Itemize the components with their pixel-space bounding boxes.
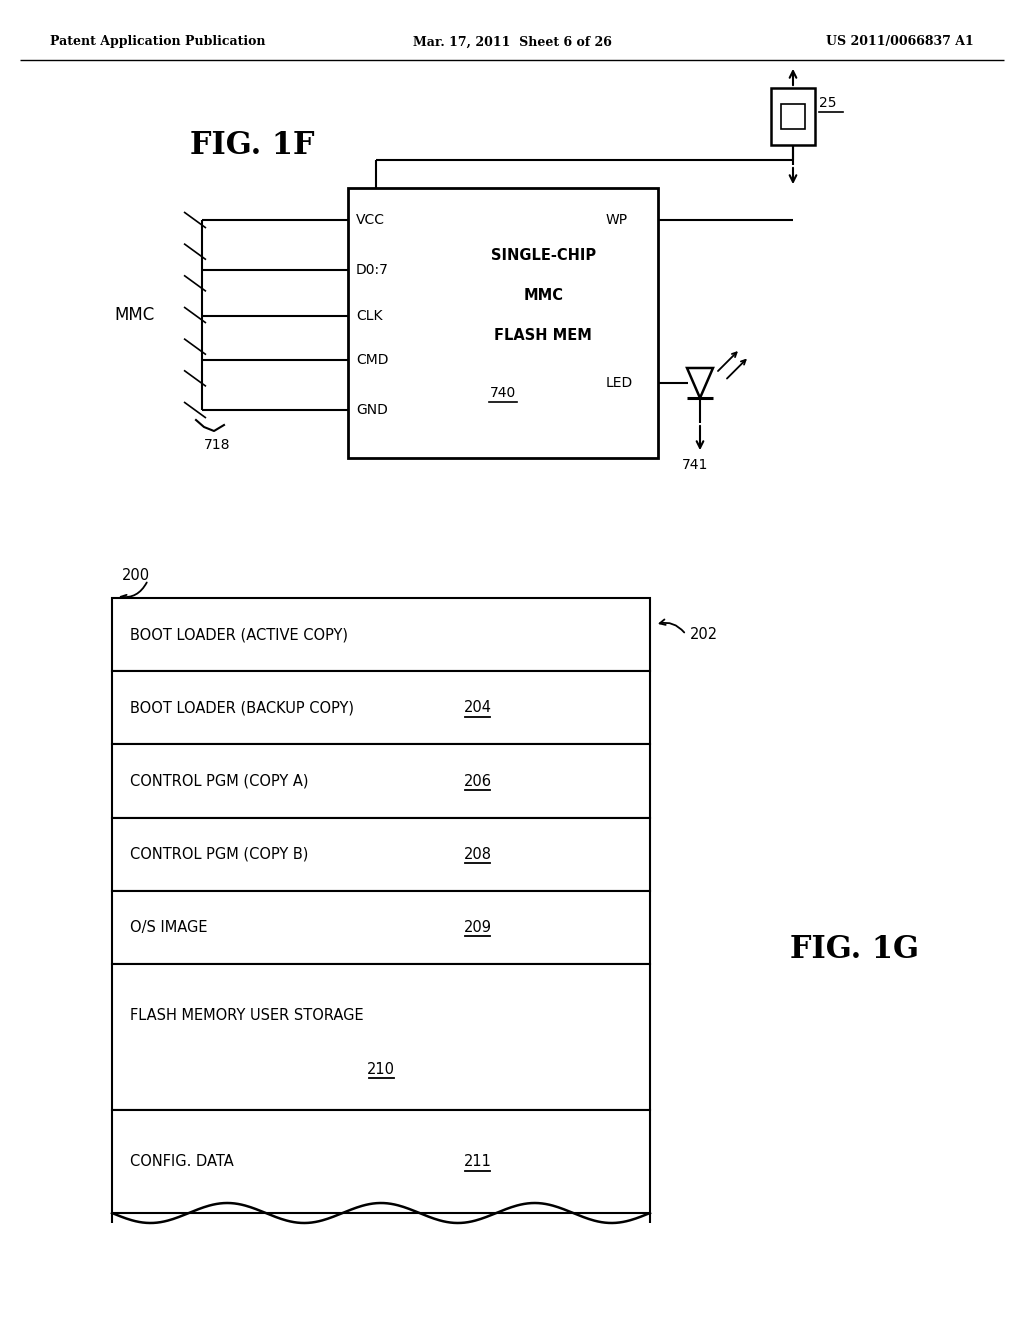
Text: 210: 210 bbox=[367, 1063, 395, 1077]
Text: FIG. 1F: FIG. 1F bbox=[190, 129, 314, 161]
Bar bbox=[112, 598, 650, 671]
Text: FLASH MEMORY USER STORAGE: FLASH MEMORY USER STORAGE bbox=[130, 1008, 364, 1023]
Text: 741: 741 bbox=[682, 458, 709, 473]
Text: VCC: VCC bbox=[356, 213, 385, 227]
Text: 200: 200 bbox=[122, 568, 151, 583]
Text: 208: 208 bbox=[464, 846, 492, 862]
Text: FIG. 1G: FIG. 1G bbox=[790, 935, 919, 965]
Bar bbox=[348, 187, 658, 458]
Text: US 2011/0066837 A1: US 2011/0066837 A1 bbox=[826, 36, 974, 49]
Text: CONTROL PGM (COPY B): CONTROL PGM (COPY B) bbox=[130, 846, 308, 862]
Bar bbox=[112, 817, 650, 891]
Text: D0:7: D0:7 bbox=[356, 263, 389, 277]
Bar bbox=[771, 88, 815, 145]
Text: O/S IMAGE: O/S IMAGE bbox=[130, 920, 208, 935]
Text: 209: 209 bbox=[464, 920, 492, 935]
Text: Patent Application Publication: Patent Application Publication bbox=[50, 36, 265, 49]
Bar bbox=[781, 104, 805, 129]
Text: FLASH MEM: FLASH MEM bbox=[495, 329, 592, 343]
Text: 718: 718 bbox=[204, 438, 230, 451]
Text: Mar. 17, 2011  Sheet 6 of 26: Mar. 17, 2011 Sheet 6 of 26 bbox=[413, 36, 611, 49]
Text: SINGLE-CHIP: SINGLE-CHIP bbox=[490, 248, 596, 264]
Text: 202: 202 bbox=[690, 627, 718, 642]
Text: CLK: CLK bbox=[356, 309, 383, 323]
Text: CONTROL PGM (COPY A): CONTROL PGM (COPY A) bbox=[130, 774, 308, 788]
Text: CMD: CMD bbox=[356, 352, 388, 367]
Text: 25: 25 bbox=[819, 96, 837, 110]
Bar bbox=[112, 671, 650, 744]
Text: 204: 204 bbox=[464, 701, 492, 715]
Text: LED: LED bbox=[606, 376, 633, 389]
Text: MMC: MMC bbox=[523, 289, 563, 304]
Text: 206: 206 bbox=[464, 774, 492, 788]
Text: GND: GND bbox=[356, 403, 388, 417]
Text: 740: 740 bbox=[489, 385, 516, 400]
Text: MMC: MMC bbox=[114, 306, 155, 323]
Text: WP: WP bbox=[606, 213, 628, 227]
Text: CONFIG. DATA: CONFIG. DATA bbox=[130, 1154, 233, 1170]
Text: BOOT LOADER (BACKUP COPY): BOOT LOADER (BACKUP COPY) bbox=[130, 701, 354, 715]
Text: BOOT LOADER (ACTIVE COPY): BOOT LOADER (ACTIVE COPY) bbox=[130, 627, 348, 642]
Bar bbox=[112, 964, 650, 1110]
Bar bbox=[112, 744, 650, 817]
Bar bbox=[112, 891, 650, 964]
Bar bbox=[112, 1110, 650, 1213]
Text: 211: 211 bbox=[464, 1154, 492, 1170]
